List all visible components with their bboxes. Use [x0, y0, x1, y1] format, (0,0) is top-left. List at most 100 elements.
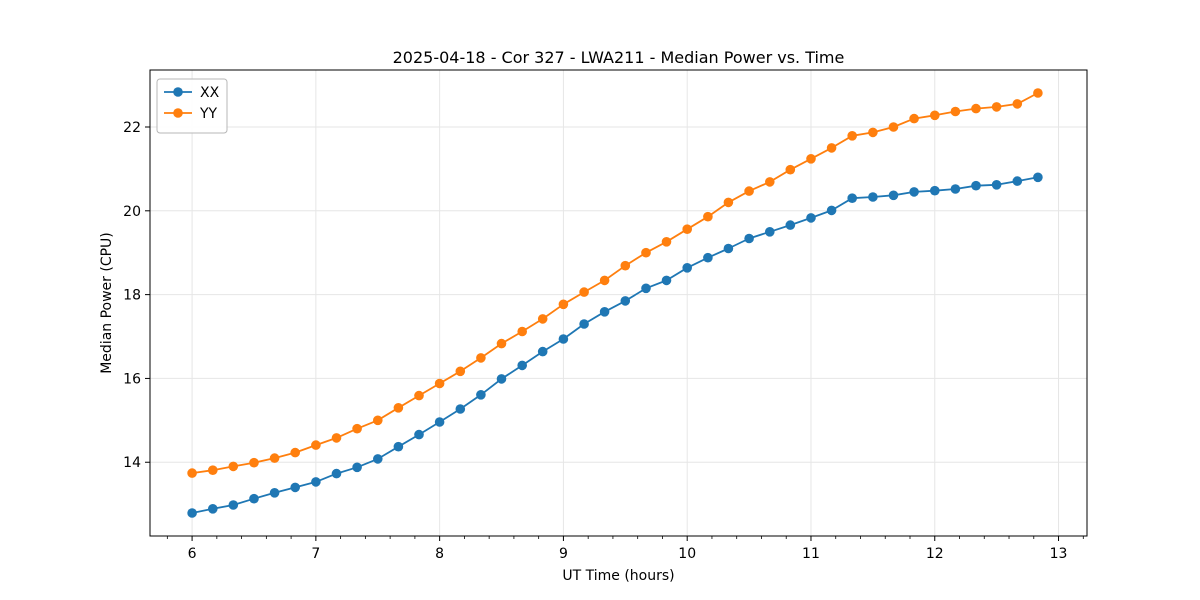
x-tick-label: 8 [435, 546, 444, 562]
data-point-YY [208, 465, 218, 476]
data-point-XX [930, 185, 940, 196]
data-point-YY [682, 224, 692, 234]
data-point-XX [888, 190, 899, 201]
data-point-YY [868, 127, 878, 138]
y-axis-label-text: Median Power (CPU) [99, 232, 115, 374]
data-point-XX [496, 374, 507, 384]
data-point-YY [641, 247, 651, 258]
data-point-YY [393, 403, 404, 413]
data-point-XX [373, 454, 383, 464]
data-point-YY [579, 287, 589, 297]
plot-frame [149, 69, 1088, 537]
data-point-XX [682, 263, 692, 273]
data-point-XX [744, 233, 754, 244]
data-point-XX [393, 441, 404, 452]
data-point-YY [620, 260, 631, 271]
data-point-YY [434, 378, 445, 389]
data-point-XX [909, 187, 919, 197]
data-point-YY [950, 106, 961, 117]
data-point-YY [806, 154, 816, 164]
y-tick-label: 14 [123, 455, 141, 471]
data-point-YY [455, 366, 466, 377]
data-point-YY [558, 299, 569, 310]
data-point-YY [331, 433, 342, 443]
data-point-YY [599, 275, 610, 286]
x-tick-label: 9 [559, 546, 568, 562]
data-point-XX [537, 346, 548, 357]
data-point-YY [991, 102, 1002, 112]
data-point-XX [868, 192, 878, 202]
data-point-XX [847, 193, 857, 203]
x-tick-label: 7 [311, 546, 320, 562]
legend-label-YY: YY [199, 106, 218, 122]
data-point-YY [476, 353, 486, 363]
data-point-YY [269, 453, 280, 463]
data-point-XX [455, 404, 466, 414]
data-point-YY [496, 338, 507, 349]
data-point-YY [765, 177, 775, 187]
data-point-XX [311, 477, 321, 487]
y-tick-label: 22 [123, 120, 141, 136]
legend-marker-icon [173, 108, 183, 118]
data-point-YY [537, 314, 548, 324]
data-point-XX [1012, 176, 1023, 186]
data-point-XX [249, 493, 259, 504]
data-point-YY [373, 415, 383, 426]
data-point-XX [950, 184, 961, 194]
data-point-YY [290, 447, 301, 458]
data-point-XX [558, 334, 569, 344]
data-point-XX [723, 243, 734, 254]
data-point-XX [765, 227, 775, 237]
data-point-XX [352, 462, 362, 473]
data-point-XX [579, 319, 589, 329]
data-point-YY [971, 103, 981, 114]
data-point-XX [208, 504, 218, 514]
data-point-YY [785, 164, 796, 175]
data-point-XX [414, 429, 424, 440]
data-point-XX [661, 275, 672, 286]
x-tick-label: 11 [802, 546, 820, 562]
data-point-YY [414, 390, 424, 401]
data-point-YY [723, 197, 734, 208]
data-point-XX [785, 220, 796, 230]
data-point-XX [187, 508, 197, 518]
legend-marker-icon [173, 87, 183, 97]
data-point-YY [249, 457, 259, 468]
data-point-YY [930, 110, 940, 121]
data-point-XX [517, 360, 527, 371]
data-point-XX [971, 180, 981, 191]
data-point-XX [703, 252, 713, 263]
data-point-YY [661, 237, 672, 247]
data-point-YY [311, 440, 321, 450]
data-point-XX [1033, 172, 1043, 183]
data-point-XX [331, 468, 342, 479]
data-point-YY [744, 186, 754, 196]
data-point-XX [434, 417, 445, 427]
data-point-XX [991, 180, 1002, 190]
data-point-YY [826, 143, 837, 153]
data-point-YY [517, 326, 527, 337]
x-tick-label: 12 [926, 546, 944, 562]
chart-title: 2025-04-18 - Cor 327 - LWA211 - Median P… [392, 48, 845, 67]
series-line-YY [191, 92, 1039, 474]
data-point-XX [806, 213, 816, 223]
legend-label-XX: XX [200, 85, 220, 101]
data-point-YY [909, 113, 919, 124]
data-point-XX [641, 283, 651, 294]
x-tick-label: 10 [678, 546, 696, 562]
data-point-XX [620, 296, 631, 306]
data-point-YY [1033, 88, 1043, 98]
data-point-YY [187, 468, 197, 478]
data-point-YY [888, 122, 899, 132]
data-point-YY [352, 423, 362, 434]
x-tick-label: 13 [1050, 546, 1068, 562]
x-axis-label: UT Time (hours) [562, 568, 675, 584]
data-point-YY [1012, 99, 1023, 109]
data-point-XX [476, 390, 486, 400]
y-tick-label: 18 [123, 288, 141, 304]
data-point-XX [269, 488, 280, 498]
data-point-XX [599, 307, 610, 317]
data-point-XX [826, 205, 837, 216]
x-tick-label: 6 [188, 546, 197, 562]
